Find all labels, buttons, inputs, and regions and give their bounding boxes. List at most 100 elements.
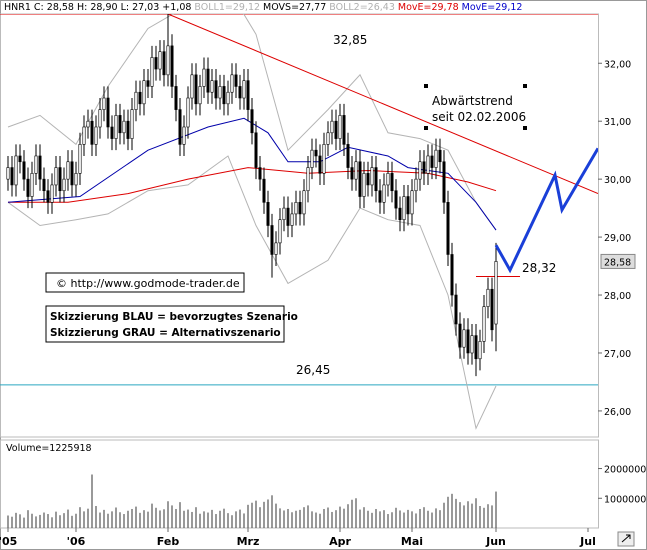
source: © http://www.godmode-trader.de bbox=[56, 277, 240, 290]
candle-body bbox=[186, 97, 190, 128]
volume-tick-label: 2000000 bbox=[604, 465, 646, 476]
candle-body bbox=[318, 155, 322, 174]
last-price-label: 28,58 bbox=[604, 257, 631, 268]
candle-body bbox=[450, 254, 454, 296]
candle-body bbox=[274, 242, 278, 255]
header-item: MovE=29,12 bbox=[461, 2, 523, 13]
candle-body bbox=[462, 329, 466, 348]
indicator-line bbox=[8, 167, 497, 203]
candle-body bbox=[82, 126, 86, 145]
candle-body bbox=[294, 202, 298, 215]
candle-body bbox=[494, 261, 498, 325]
candle-body bbox=[226, 91, 230, 105]
level-label: 26,45 bbox=[296, 363, 330, 377]
candle-body bbox=[302, 190, 306, 215]
price-plot bbox=[0, 14, 598, 430]
candle-body bbox=[106, 97, 110, 128]
y-tick-label: 29,00 bbox=[604, 233, 631, 244]
candle-body bbox=[258, 167, 262, 180]
marker bbox=[424, 84, 428, 88]
scenario-note: Skizzierung BLAU = bevorzugtes Szenario bbox=[50, 311, 298, 323]
candle-body bbox=[42, 178, 46, 192]
candle-body bbox=[314, 149, 318, 157]
candle-body bbox=[282, 207, 286, 221]
candle-body bbox=[478, 341, 482, 360]
candle-body bbox=[398, 207, 402, 221]
candle-body bbox=[154, 57, 158, 70]
candle-body bbox=[418, 161, 422, 180]
candle-body bbox=[334, 120, 338, 139]
candle-body bbox=[394, 190, 398, 209]
candle-body bbox=[374, 167, 378, 192]
candle-body bbox=[438, 149, 442, 163]
candle-body bbox=[86, 120, 90, 128]
candle-body bbox=[330, 120, 334, 134]
candle-body bbox=[290, 213, 294, 226]
candle-body bbox=[182, 126, 186, 145]
candle-body bbox=[10, 167, 14, 186]
candle-body bbox=[198, 86, 202, 105]
candle-body bbox=[102, 97, 106, 110]
candle-body bbox=[386, 173, 390, 186]
candle-body bbox=[78, 144, 82, 174]
candle-body bbox=[202, 68, 206, 87]
candle-body bbox=[270, 225, 274, 255]
candle-body bbox=[206, 68, 210, 93]
volume-tick-label: 1000000 bbox=[604, 494, 646, 505]
candle-body bbox=[370, 167, 374, 186]
candle-body bbox=[250, 109, 254, 134]
candle-body bbox=[166, 45, 170, 76]
candle-body bbox=[266, 202, 270, 226]
candle-body bbox=[242, 80, 246, 99]
candle-body bbox=[46, 190, 50, 203]
candle-body bbox=[326, 132, 330, 145]
candle-body bbox=[466, 329, 470, 354]
candle-body bbox=[422, 161, 426, 174]
candle-body bbox=[390, 173, 394, 192]
x-tick-label: Feb bbox=[157, 535, 180, 548]
marker bbox=[523, 126, 527, 130]
candle-body bbox=[482, 306, 486, 342]
candle-body bbox=[22, 161, 26, 180]
candle-body bbox=[414, 178, 418, 192]
trend-line bbox=[167, 14, 598, 195]
level-label: 32,85 bbox=[333, 33, 367, 47]
volume-label: Volume=1225918 bbox=[6, 443, 92, 454]
candle-body bbox=[262, 178, 266, 203]
candle-body bbox=[490, 288, 494, 331]
header-item: MovE=29,78 bbox=[397, 2, 459, 13]
candle-body bbox=[58, 167, 62, 192]
candle-body bbox=[34, 155, 38, 174]
candle-body bbox=[138, 91, 142, 105]
candle-body bbox=[170, 45, 174, 87]
candle-body bbox=[18, 155, 22, 163]
candle-body bbox=[194, 74, 198, 105]
x-tick-label: '06 bbox=[67, 535, 86, 548]
candle-body bbox=[434, 149, 438, 168]
candle-body bbox=[174, 86, 178, 110]
candle-body bbox=[486, 288, 490, 307]
y-tick-label: 27,00 bbox=[604, 349, 631, 360]
x-tick-label: '05 bbox=[0, 535, 17, 548]
candle-body bbox=[26, 178, 30, 197]
header-item: BOLL1=29,12 bbox=[194, 2, 261, 13]
candle-body bbox=[222, 86, 226, 105]
candle-body bbox=[14, 155, 18, 186]
candle-body bbox=[214, 80, 218, 99]
candle-body bbox=[402, 196, 406, 221]
candle-body bbox=[98, 109, 102, 128]
candle-body bbox=[454, 294, 458, 325]
trend-note: Abwärtstrend bbox=[432, 94, 513, 108]
candle-body bbox=[446, 202, 450, 255]
header-item: BOLL2=26,43 bbox=[329, 2, 395, 13]
candle-body bbox=[234, 74, 238, 87]
note-box bbox=[45, 305, 285, 343]
y-tick-label: 32,00 bbox=[604, 59, 631, 70]
x-tick-label: Apr bbox=[329, 535, 351, 548]
candle-body bbox=[142, 80, 146, 105]
candle-body bbox=[246, 80, 250, 110]
candle-body bbox=[238, 86, 242, 99]
header-item: MOVS=27,77 bbox=[263, 2, 327, 13]
candle-body bbox=[426, 155, 430, 174]
